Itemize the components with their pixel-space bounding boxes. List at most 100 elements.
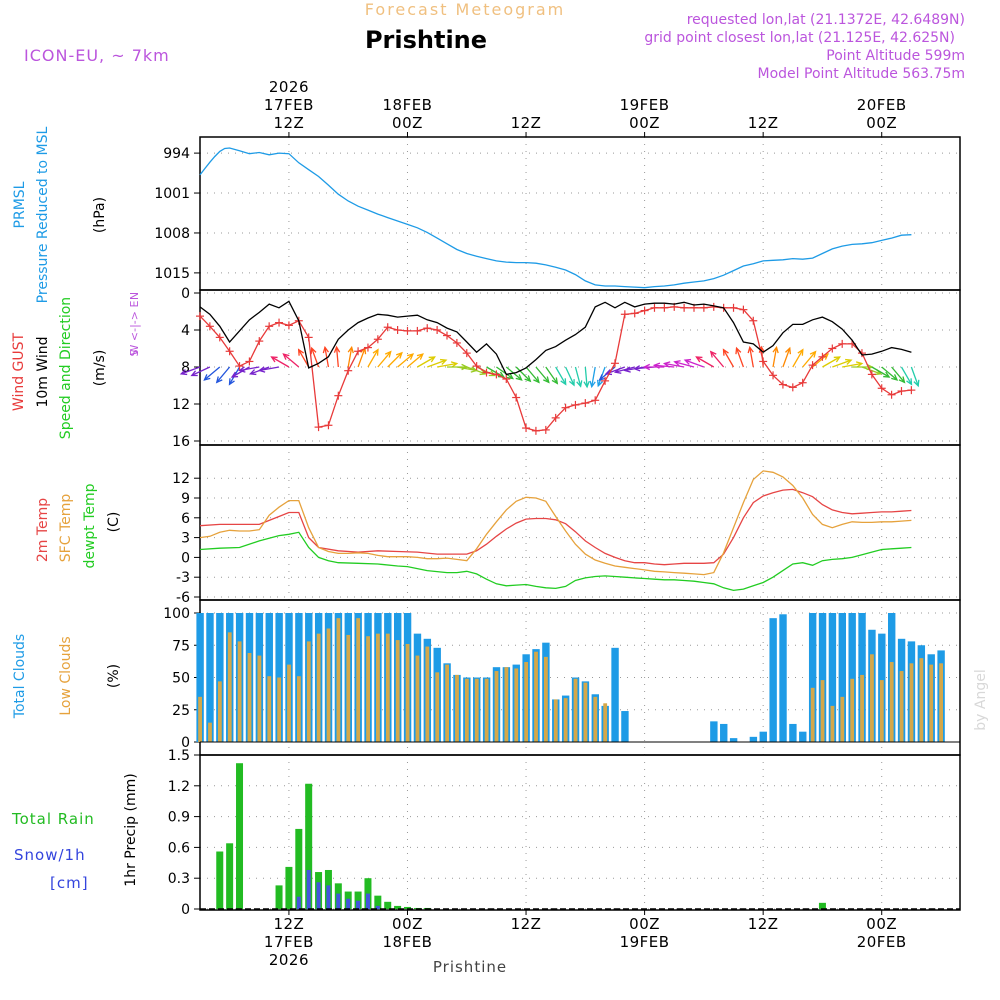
wind-arrow xyxy=(333,345,341,368)
pressure-label-prmsl: PRMSL xyxy=(12,181,28,228)
panel-frame xyxy=(199,136,961,291)
low-cloud-bar xyxy=(889,662,894,742)
low-cloud-bar xyxy=(326,628,331,742)
low-cloud-bar xyxy=(376,633,380,742)
low-cloud-bar xyxy=(939,663,943,742)
low-cloud-bar xyxy=(336,618,341,742)
wind-arrow-shaft xyxy=(910,366,919,387)
wind-arrow-head xyxy=(568,379,575,387)
gust-marker xyxy=(383,323,392,332)
wind-arrow-shaft xyxy=(437,362,457,368)
gust-marker xyxy=(225,347,234,356)
gust-marker xyxy=(393,326,402,334)
pressure-line xyxy=(199,147,912,289)
gust-marker xyxy=(759,357,768,366)
y-tick-label: 0.3 xyxy=(168,871,190,887)
wind-arrow xyxy=(910,366,920,388)
gust-marker xyxy=(729,303,738,312)
wind-10m-line xyxy=(199,300,912,376)
dewpt-line xyxy=(199,531,912,592)
low-cloud-bar xyxy=(840,696,845,742)
wind-arrow xyxy=(525,366,540,384)
snow-bar xyxy=(296,896,301,909)
bottom-time-label: 12Z xyxy=(748,915,779,933)
wind-arrow xyxy=(270,356,290,368)
wind-arrow-head xyxy=(785,346,792,355)
gust-marker xyxy=(522,424,531,433)
low-cloud-bar xyxy=(544,656,548,742)
wind-arrow-shaft xyxy=(466,366,486,375)
wind-arrow xyxy=(747,345,754,368)
wind-arrow-head xyxy=(322,345,330,354)
low-cloud-bar xyxy=(356,618,361,742)
gust-marker xyxy=(344,366,353,375)
pressure-labels: PRMSL Pressure Reduced to MSL (hPa) xyxy=(12,126,108,303)
low-cloud-bar xyxy=(405,643,410,742)
wind-arrow-shaft xyxy=(772,347,778,368)
wind-arrow-head xyxy=(722,348,729,356)
wind-arrow-shaft xyxy=(347,347,353,368)
wind-arrow xyxy=(417,356,436,368)
temp-labels: 2m Temp SFC Temp dewpt Temp (C) xyxy=(35,483,122,568)
bottom-time-label: 00Z xyxy=(629,915,660,933)
wind-arrow-shaft xyxy=(427,359,447,368)
low-cloud-bar xyxy=(830,705,835,742)
snow-unit: [cm] xyxy=(50,874,89,892)
y-tick-label: 1008 xyxy=(154,226,190,242)
gust-marker xyxy=(334,391,343,400)
gust-marker xyxy=(561,403,570,412)
wind-arrow xyxy=(822,356,842,368)
meteogram-subtitle: Forecast Meteogram xyxy=(365,0,565,19)
wind-arrow-head xyxy=(524,375,532,383)
wind-arrow-shaft xyxy=(216,366,231,383)
snow-bar xyxy=(365,893,370,909)
sfc-temp-label: SFC Temp xyxy=(58,494,74,563)
wind-arrow xyxy=(545,366,559,385)
wind-arrow-shaft xyxy=(407,353,424,368)
gust-marker xyxy=(907,386,916,395)
wind-labels: Wind GUST 10m Wind Speed and Direction (… xyxy=(11,292,141,439)
cloud-labels: Total Clouds Low Clouds (%) xyxy=(12,634,122,719)
wind-arrow-head xyxy=(560,378,567,386)
wind-10m-label: 10m Wind xyxy=(35,336,51,407)
low-cloud-bar xyxy=(474,678,479,742)
gust-marker xyxy=(887,390,896,399)
wind-arrow xyxy=(735,346,745,368)
wind-arrow xyxy=(238,366,260,373)
low-cloud-bar xyxy=(227,632,232,742)
low-cloud-bar xyxy=(850,678,855,742)
bottom-time-label: 00Z xyxy=(392,915,423,933)
wind-arrow-head xyxy=(406,353,415,360)
wind-arrow-shaft xyxy=(564,366,575,386)
wind-arrow xyxy=(535,366,550,384)
wind-arrow-head xyxy=(551,377,559,385)
wind-gust-label: Wind GUST xyxy=(11,332,27,411)
wind-arrow-head xyxy=(673,360,681,367)
wind-arrow xyxy=(722,348,735,368)
wind-arrow xyxy=(215,366,231,384)
total-cloud-bar xyxy=(216,613,224,742)
y-tick-label: 0 xyxy=(181,735,190,751)
wind-arrow-head xyxy=(898,376,906,384)
snow-bar xyxy=(306,869,311,909)
wind-arrow-head xyxy=(589,380,596,389)
sfc-temp-line xyxy=(199,470,912,576)
location-title: Prishtine xyxy=(365,26,487,54)
wind-arrow xyxy=(673,360,695,368)
wind-arrow-shaft xyxy=(515,366,531,382)
gust-marker xyxy=(788,383,797,392)
gust-marker xyxy=(284,321,293,330)
wind-arrow xyxy=(583,366,590,389)
cloud-panel: 0 25 50 75 100 xyxy=(163,599,961,756)
wind-arrow xyxy=(709,350,725,368)
wind-gust-line xyxy=(199,306,912,432)
gust-marker xyxy=(749,316,758,325)
gust-marker xyxy=(512,393,521,402)
rain-bar xyxy=(384,901,392,909)
total-cloud-bar xyxy=(720,723,728,742)
low-cloud-bar xyxy=(494,671,499,742)
low-cloud-bar xyxy=(929,664,934,742)
top-time-label: 12Z xyxy=(273,114,304,132)
wind-arrow-shaft xyxy=(696,356,715,368)
